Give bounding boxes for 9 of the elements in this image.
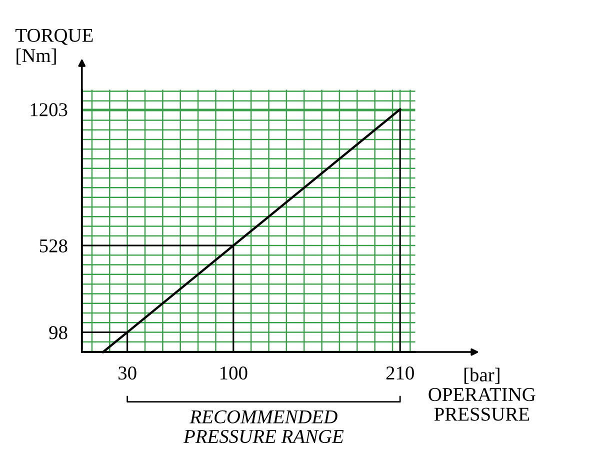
x-tick-label: 210 xyxy=(386,366,414,380)
y-axis-title: TORQUE [Nm] xyxy=(16,28,93,65)
y-tick-label: 1203 xyxy=(30,103,68,116)
x-axis-title: [bar] OPERATING PRESSURE xyxy=(428,368,536,421)
text: RECOMMENDED PRESSURE RANGE xyxy=(183,410,344,444)
x-tick-label: 30 xyxy=(118,366,136,380)
x-tick-label: 100 xyxy=(220,366,248,380)
y-tick-label: 98 xyxy=(49,326,68,340)
y-tick-label: 528 xyxy=(40,239,68,252)
